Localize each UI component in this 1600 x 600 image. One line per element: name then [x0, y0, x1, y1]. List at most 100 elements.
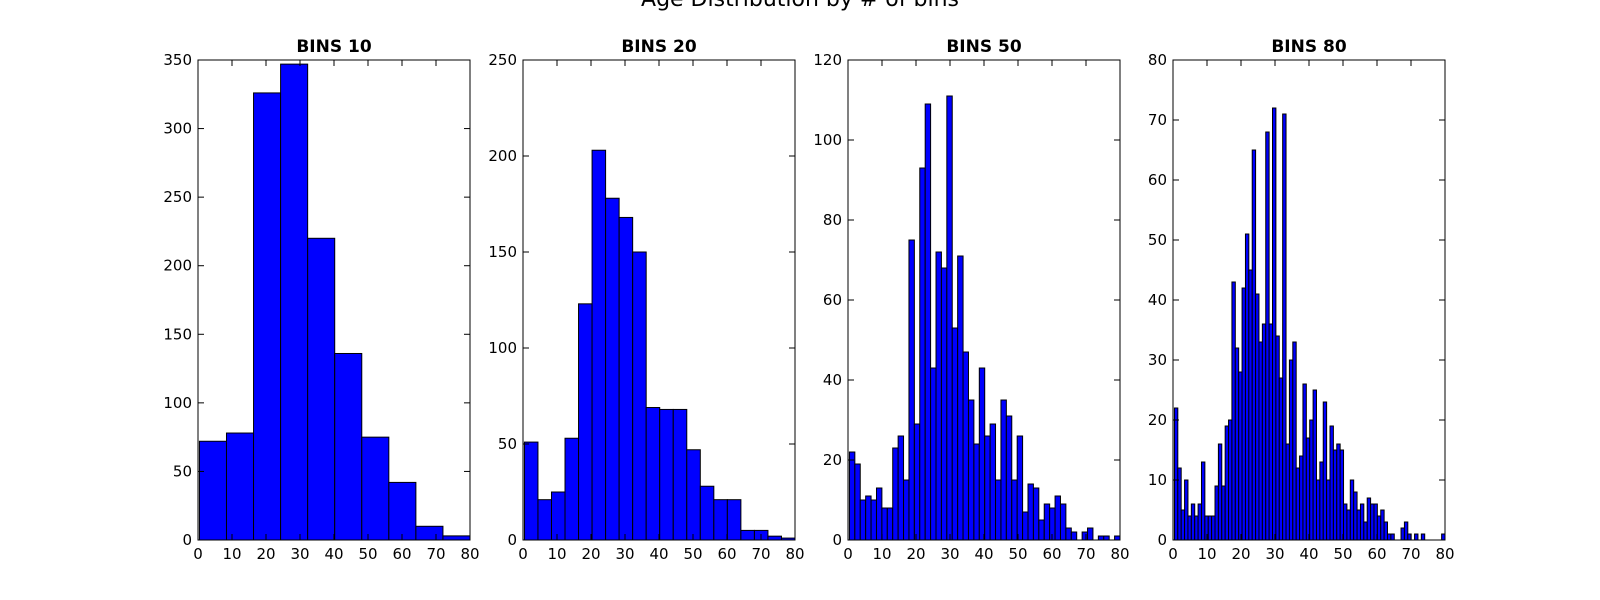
panel-4-bar	[1366, 497, 1372, 541]
panel-4-ytick-label: 60	[1148, 171, 1167, 189]
panel-4-bar	[1295, 467, 1301, 541]
panel-4-ytick-label: 80	[1148, 51, 1167, 69]
panel-1-bar	[442, 535, 471, 541]
panel-4-bar	[1359, 503, 1365, 541]
panel-3-bar	[973, 443, 980, 541]
panel-3-bar	[881, 507, 888, 541]
panel-4-ytick-label: 20	[1148, 411, 1167, 429]
panel-4-bar	[1231, 281, 1236, 541]
panel-4-title: BINS 80	[1271, 37, 1347, 57]
panel-4-xtick-label: 50	[1333, 545, 1352, 563]
panel-4-bar	[1363, 521, 1368, 541]
panel-2-xtick-label: 70	[751, 545, 770, 563]
panel-4-bar	[1184, 479, 1189, 541]
panel-4-bar	[1248, 269, 1253, 541]
panel-4-bar	[1346, 509, 1351, 541]
panel-3-xtick-label: 70	[1076, 545, 1095, 563]
panel-2-bar	[523, 441, 539, 541]
panel-4-xtick-label: 0	[1168, 545, 1178, 563]
panel-3-ytick-label: 80	[823, 211, 842, 229]
panel-4-bar	[1343, 503, 1348, 541]
panel-2-bar	[605, 197, 620, 541]
panel-3-bar	[1087, 527, 1094, 541]
panel-2-bar	[672, 408, 688, 541]
panel-2-bar	[726, 499, 742, 541]
panel-4-bar	[1339, 449, 1345, 541]
panel-1-ytick-label: 100	[163, 394, 192, 412]
panel-4-bar	[1278, 377, 1284, 541]
panel-4-ytick-label: 40	[1148, 291, 1167, 309]
panel-4-bar	[1383, 521, 1389, 541]
panel-3-bar	[913, 423, 921, 541]
panel-4-xtick-label: 60	[1367, 545, 1386, 563]
panel-1-bar	[253, 92, 282, 541]
figure-title: Age Distribution by # of bins	[0, 0, 1600, 12]
panel-2-bar	[686, 449, 701, 541]
panel-4-bar	[1322, 401, 1328, 541]
panel-1-ytick-label: 350	[163, 51, 192, 69]
panel-4-xtick-label: 10	[1197, 545, 1216, 563]
panel-3-bar	[1065, 527, 1072, 541]
panel-2-bar	[659, 408, 674, 541]
panel-3-bar	[1054, 495, 1061, 541]
panel-4-bar	[1305, 437, 1311, 541]
panel-3-ytick-label: 100	[813, 131, 842, 149]
panel-4-bar	[1241, 287, 1246, 541]
panel-3-bar	[946, 95, 953, 541]
panel-1-bar	[225, 432, 255, 541]
panel-4-bar	[1403, 521, 1409, 541]
panel-4-bar	[1315, 479, 1321, 541]
panel-3-bar	[1081, 531, 1089, 541]
panel-4-bar	[1214, 485, 1219, 541]
panel-3-xtick-label: 0	[843, 545, 853, 563]
panel-3-xtick-label: 80	[1110, 545, 1129, 563]
panel-3-bar	[1022, 511, 1029, 541]
panel-4-bar	[1238, 371, 1243, 541]
panel-3-bar	[848, 451, 856, 541]
panel-4-bar	[1173, 407, 1179, 541]
panel-4-bar	[1441, 533, 1446, 541]
panel-2-xtick-label: 50	[683, 545, 702, 563]
panel-4-xtick-label: 30	[1265, 545, 1284, 563]
panel-4-bar	[1268, 323, 1274, 541]
panel-2-ytick-label: 200	[488, 147, 517, 165]
panel-3-bar	[865, 495, 872, 541]
panel-3-bar	[967, 399, 975, 541]
panel-1-ytick-label: 0	[182, 531, 192, 549]
panel-3-bar	[940, 267, 948, 541]
panel-2-bar	[632, 251, 647, 541]
panel-2-bar	[740, 529, 755, 541]
panel-2-xtick-label: 0	[518, 545, 528, 563]
panel-1-ytick-label: 300	[163, 120, 192, 138]
panel-3-bar	[1114, 535, 1121, 541]
panel-3-bar	[935, 251, 942, 541]
panel-3-bar	[859, 499, 867, 541]
panel-4-bar	[1258, 341, 1263, 541]
panel-3-ytick-label: 40	[823, 371, 842, 389]
panel-4-bar	[1197, 503, 1202, 541]
panel-4-xtick-label: 70	[1401, 545, 1420, 563]
panel-1-bar	[198, 440, 227, 541]
panel-4-ytick-label: 30	[1148, 351, 1167, 369]
panel-3-bar	[870, 499, 877, 541]
panel-4-bar	[1288, 359, 1294, 541]
panel-2-ytick-label: 100	[488, 339, 517, 357]
panel-3-bar	[984, 435, 991, 541]
panel-2-ytick-label: 0	[507, 531, 517, 549]
panel-2-xtick-label: 60	[717, 545, 736, 563]
panel-4-ytick-label: 50	[1148, 231, 1167, 249]
panel-1-bar	[415, 525, 444, 541]
panel-4-bar	[1390, 533, 1395, 541]
panel-3-xtick-label: 10	[872, 545, 891, 563]
panel-3-bar	[892, 447, 899, 541]
panel-4-bar	[1353, 491, 1358, 541]
panel-3-bar	[1038, 519, 1045, 541]
panel-3-bar	[962, 351, 969, 541]
panel-3-bar	[1103, 535, 1110, 541]
panel-2-xtick-label: 30	[615, 545, 634, 563]
panel-1-bar	[334, 352, 363, 541]
panel-2-bar	[564, 437, 580, 541]
panel-3-bar	[908, 239, 915, 541]
panel-4-bar	[1261, 323, 1267, 541]
panel-2-ytick-label: 150	[488, 243, 517, 261]
